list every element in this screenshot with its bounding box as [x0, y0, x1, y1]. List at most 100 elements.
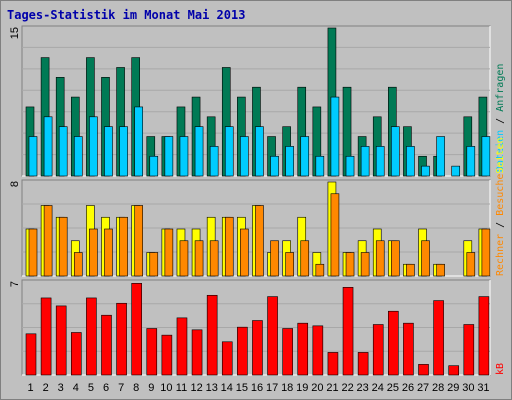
bar-besuche-day-4 — [73, 252, 83, 277]
x-label-day-5: 5 — [88, 382, 94, 394]
bar-dateien-day-26 — [406, 146, 415, 177]
bar-kb-day-23 — [357, 352, 369, 376]
x-label-day-8: 8 — [133, 382, 139, 394]
x-label-day-10: 10 — [160, 382, 172, 394]
x-label-day-21: 21 — [326, 382, 338, 394]
bar-dateien-day-25 — [391, 126, 400, 177]
legend-middle: Rechner / BesucheSeiten — [495, 138, 506, 277]
x-label-day-26: 26 — [402, 382, 414, 394]
legend-bottom: kB — [495, 363, 506, 375]
bar-besuche-day-21 — [330, 193, 340, 277]
bar-kb-day-11 — [176, 317, 188, 376]
bar-kb-day-24 — [372, 324, 384, 376]
x-label-day-16: 16 — [251, 382, 263, 394]
bar-besuche-day-24 — [375, 240, 385, 277]
bar-dateien-day-4 — [73, 136, 83, 177]
x-label-day-14: 14 — [221, 382, 233, 394]
bar-besuche-day-30 — [466, 252, 476, 277]
bar-besuche-day-6 — [104, 228, 113, 277]
x-label-day-7: 7 — [118, 382, 124, 394]
bar-kb-day-15 — [237, 326, 248, 376]
x-label-day-13: 13 — [206, 382, 218, 394]
bar-kb-day-5 — [86, 297, 97, 376]
bar-kb-day-14 — [221, 341, 233, 376]
bar-besuche-day-19 — [300, 240, 310, 277]
x-label-day-19: 19 — [296, 382, 308, 394]
bar-besuche-day-11 — [179, 240, 189, 277]
bar-kb-day-25 — [388, 310, 399, 376]
bar-kb-day-22 — [342, 287, 354, 376]
bar-kb-day-7 — [116, 302, 127, 376]
x-label-day-15: 15 — [236, 382, 248, 394]
x-label-day-11: 11 — [176, 382, 187, 394]
bar-besuche-day-8 — [134, 205, 143, 277]
bar-dateien-day-17 — [270, 155, 279, 177]
bar-dateien-day-8 — [134, 106, 143, 177]
bar-kb-day-8 — [131, 283, 142, 376]
bar-dateien-day-6 — [104, 126, 113, 177]
bar-kb-day-18 — [282, 328, 293, 376]
bar-dateien-day-14 — [224, 126, 234, 177]
x-label-day-28: 28 — [432, 382, 444, 394]
bar-dateien-day-3 — [58, 126, 68, 177]
bar-dateien-day-19 — [300, 136, 310, 177]
bar-kb-day-10 — [161, 334, 173, 376]
x-label-day-3: 3 — [58, 382, 64, 394]
x-label-day-2: 2 — [43, 382, 49, 394]
x-label-day-12: 12 — [190, 382, 202, 394]
bar-besuche-day-5 — [89, 228, 98, 277]
bar-besuche-day-31 — [481, 228, 491, 277]
bar-kb-day-29 — [448, 365, 460, 376]
bar-kb-day-1 — [25, 333, 37, 376]
bar-besuche-day-7 — [119, 216, 128, 277]
bar-kb-day-31 — [478, 296, 490, 376]
bar-besuche-day-10 — [164, 228, 174, 277]
bar-kb-day-30 — [463, 324, 475, 376]
x-label-day-22: 22 — [341, 382, 353, 394]
bar-besuche-day-27 — [421, 240, 430, 277]
x-label-day-31: 31 — [477, 382, 489, 394]
bar-dateien-day-27 — [421, 165, 430, 177]
bar-kb-day-12 — [191, 329, 203, 376]
bar-besuche-day-15 — [240, 228, 249, 277]
bar-kb-day-6 — [101, 314, 112, 376]
bar-dateien-day-11 — [179, 136, 189, 177]
x-label-day-1: 1 — [27, 382, 33, 394]
bar-dateien-day-13 — [209, 146, 219, 177]
bar-kb-day-13 — [206, 294, 218, 376]
bar-dateien-day-16 — [255, 126, 264, 177]
bar-kb-day-21 — [327, 352, 339, 376]
bar-dateien-day-2 — [43, 116, 53, 177]
x-label-day-6: 6 — [103, 382, 109, 394]
bar-dateien-day-7 — [119, 126, 128, 177]
y-max-label-bottom: 7 — [9, 281, 21, 287]
bar-besuche-day-16 — [255, 205, 264, 277]
bar-kb-day-27 — [418, 364, 429, 376]
bar-besuche-day-9 — [149, 252, 159, 277]
bar-dateien-day-20 — [315, 155, 325, 177]
y-max-label-top: 15 — [9, 27, 21, 39]
bar-dateien-day-1 — [28, 136, 38, 177]
bar-besuche-day-1 — [28, 228, 38, 277]
bar-dateien-day-31 — [481, 136, 491, 177]
bar-besuche-day-12 — [194, 240, 204, 277]
bar-dateien-day-22 — [345, 155, 355, 177]
bar-kb-day-17 — [267, 296, 278, 376]
bar-besuche-day-2 — [43, 205, 53, 277]
bar-dateien-day-29 — [451, 165, 461, 177]
bar-besuche-day-14 — [224, 216, 234, 277]
bar-besuche-day-3 — [58, 216, 68, 277]
bar-besuche-day-17 — [270, 240, 279, 277]
bar-dateien-day-18 — [285, 146, 294, 177]
bar-besuche-day-20 — [315, 263, 325, 277]
y-max-label-middle: 8 — [9, 181, 21, 187]
x-label-day-27: 27 — [417, 382, 429, 394]
bar-besuche-day-22 — [345, 252, 355, 277]
bar-kb-day-26 — [403, 322, 414, 376]
bar-besuche-day-13 — [209, 240, 219, 277]
bar-besuche-day-18 — [285, 252, 294, 277]
bar-dateien-day-24 — [375, 146, 385, 177]
bar-dateien-day-9 — [149, 155, 159, 177]
bar-kb-day-3 — [55, 305, 67, 376]
